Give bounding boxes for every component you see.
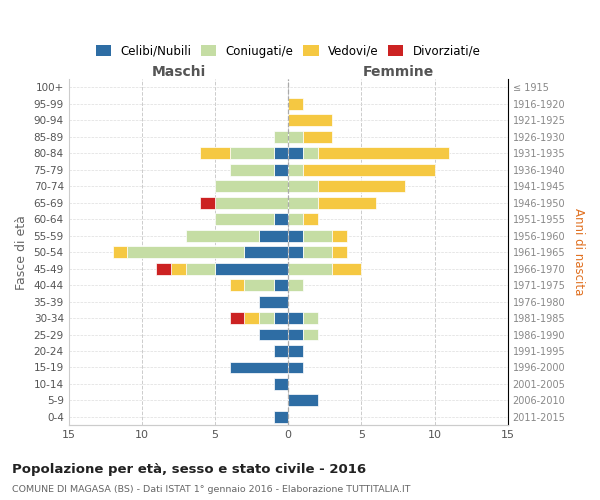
Bar <box>303 164 434 175</box>
Bar <box>274 411 288 423</box>
Bar <box>303 214 317 225</box>
Bar <box>274 214 288 225</box>
Bar <box>274 378 288 390</box>
Bar <box>230 312 244 324</box>
Bar <box>288 214 303 225</box>
Bar <box>127 246 244 258</box>
Bar <box>303 328 317 340</box>
Bar <box>288 180 317 192</box>
Bar <box>317 148 449 159</box>
Bar <box>259 296 288 308</box>
Bar <box>244 312 259 324</box>
Bar <box>288 345 303 357</box>
Text: Popolazione per età, sesso e stato civile - 2016: Popolazione per età, sesso e stato civil… <box>12 462 366 475</box>
Bar <box>288 312 303 324</box>
Bar <box>274 131 288 142</box>
Bar <box>230 362 288 374</box>
Bar <box>303 230 332 241</box>
Bar <box>244 246 288 258</box>
Bar <box>332 262 361 274</box>
Y-axis label: Fasce di età: Fasce di età <box>15 214 28 290</box>
Bar <box>274 164 288 175</box>
Bar <box>317 197 376 208</box>
Bar <box>274 312 288 324</box>
Bar <box>230 148 274 159</box>
Bar <box>215 262 288 274</box>
Bar <box>288 98 303 110</box>
Bar <box>288 328 303 340</box>
Bar <box>288 114 332 126</box>
Bar <box>274 148 288 159</box>
Bar <box>200 148 230 159</box>
Y-axis label: Anni di nascita: Anni di nascita <box>572 208 585 296</box>
Bar <box>288 394 317 406</box>
Bar <box>288 197 317 208</box>
Bar <box>288 148 303 159</box>
Text: Maschi: Maschi <box>151 65 206 79</box>
Bar <box>303 246 332 258</box>
Legend: Celibi/Nubili, Coniugati/e, Vedovi/e, Divorziati/e: Celibi/Nubili, Coniugati/e, Vedovi/e, Di… <box>91 40 485 62</box>
Bar <box>288 230 303 241</box>
Bar <box>230 164 274 175</box>
Bar <box>157 262 171 274</box>
Bar <box>259 328 288 340</box>
Bar <box>274 279 288 291</box>
Bar <box>186 230 259 241</box>
Bar <box>288 262 332 274</box>
Bar <box>244 279 274 291</box>
Bar <box>303 148 317 159</box>
Bar <box>259 312 274 324</box>
Bar <box>113 246 127 258</box>
Bar <box>215 214 274 225</box>
Bar <box>303 131 332 142</box>
Bar <box>215 180 288 192</box>
Bar <box>259 230 288 241</box>
Bar <box>303 312 317 324</box>
Bar <box>288 246 303 258</box>
Bar <box>288 279 303 291</box>
Bar <box>230 279 244 291</box>
Text: Femmine: Femmine <box>362 65 434 79</box>
Bar <box>215 197 288 208</box>
Bar <box>288 164 303 175</box>
Bar <box>332 246 347 258</box>
Bar <box>186 262 215 274</box>
Bar <box>171 262 186 274</box>
Bar <box>288 131 303 142</box>
Bar <box>288 362 303 374</box>
Bar <box>332 230 347 241</box>
Bar <box>274 345 288 357</box>
Bar <box>317 180 406 192</box>
Bar <box>200 197 215 208</box>
Text: COMUNE DI MAGASA (BS) - Dati ISTAT 1° gennaio 2016 - Elaborazione TUTTITALIA.IT: COMUNE DI MAGASA (BS) - Dati ISTAT 1° ge… <box>12 485 410 494</box>
